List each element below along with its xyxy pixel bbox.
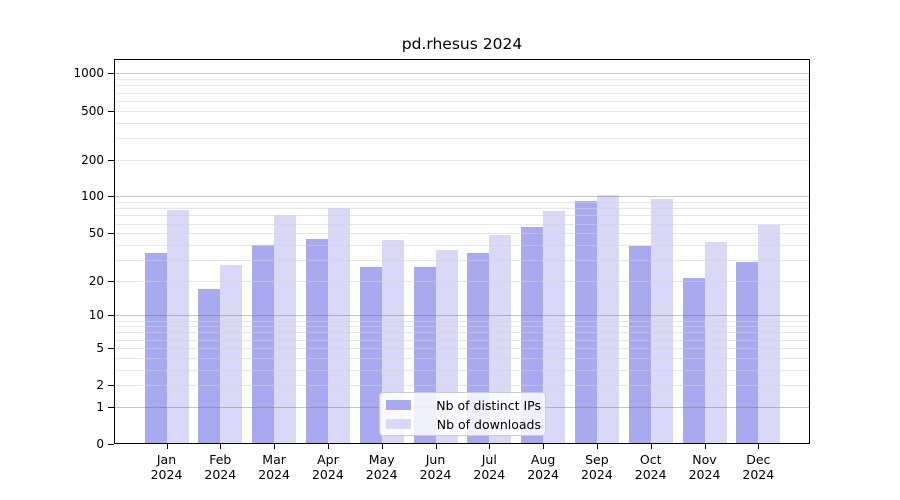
plot-area bbox=[114, 59, 810, 444]
y-tick-50 bbox=[108, 233, 114, 235]
y-tick-label-100: 100 bbox=[81, 189, 104, 204]
x-tick-label-nov: Nov 2024 bbox=[688, 452, 721, 482]
legend-label-distinct-ips: Nb of distinct IPs bbox=[436, 397, 541, 413]
x-tick-label-dec: Dec 2024 bbox=[742, 452, 775, 482]
gridline-minor-800 bbox=[115, 85, 809, 87]
bar-distinct-ips-may bbox=[359, 267, 382, 443]
y-tick-label-1: 1 bbox=[96, 399, 104, 414]
gridline-minor-700 bbox=[115, 92, 809, 94]
x-tick-label-oct: Oct 2024 bbox=[634, 452, 667, 482]
y-tick-label-0: 0 bbox=[96, 437, 104, 451]
x-tick-dec bbox=[758, 444, 760, 449]
y-tick-10 bbox=[108, 315, 114, 317]
x-tick-label-aug: Aug 2024 bbox=[527, 452, 559, 482]
bar-downloads-sep bbox=[596, 194, 619, 443]
gridline-minor-600 bbox=[115, 100, 809, 102]
gridline-minor-30 bbox=[115, 259, 809, 261]
x-tick-label-apr: Apr 2024 bbox=[311, 452, 344, 482]
x-tick-jul bbox=[489, 444, 491, 449]
x-tick-sep bbox=[596, 444, 598, 449]
bar-downloads-mar bbox=[274, 214, 297, 443]
bar-downloads-dec bbox=[758, 225, 781, 443]
bar-distinct-ips-apr bbox=[305, 238, 328, 443]
legend-swatch-downloads bbox=[386, 419, 411, 429]
legend-item-downloads: Nb of downloads bbox=[386, 414, 541, 434]
x-tick-label-jul: Jul 2024 bbox=[473, 452, 506, 482]
x-tick-label-sep: Sep 2024 bbox=[580, 452, 613, 482]
y-tick-label-50: 50 bbox=[88, 226, 104, 241]
gridline-major-100 bbox=[115, 196, 809, 198]
x-tick-feb bbox=[220, 444, 222, 449]
gridline-minor-3 bbox=[115, 369, 809, 371]
y-tick-1000 bbox=[108, 73, 114, 75]
y-tick-5 bbox=[108, 347, 114, 349]
gridline-minor-500 bbox=[115, 110, 809, 112]
gridline-minor-5 bbox=[115, 347, 809, 349]
bar-downloads-aug bbox=[543, 211, 566, 443]
x-tick-apr bbox=[327, 444, 329, 449]
bar-downloads-nov bbox=[704, 242, 727, 443]
x-tick-aug bbox=[543, 444, 545, 449]
y-tick-label-200: 200 bbox=[81, 152, 104, 167]
gridline-minor-200 bbox=[115, 159, 809, 161]
gridline-minor-60 bbox=[115, 223, 809, 225]
bar-distinct-ips-nov bbox=[682, 278, 705, 443]
gridline-minor-70 bbox=[115, 215, 809, 217]
y-tick-label-20: 20 bbox=[88, 273, 104, 288]
y-tick-20 bbox=[108, 280, 114, 282]
bar-distinct-ips-sep bbox=[574, 201, 597, 443]
gridline-major-1000 bbox=[115, 73, 809, 75]
chart-title: pd.rhesus 2024 bbox=[401, 35, 523, 53]
x-tick-label-may: May 2024 bbox=[365, 452, 398, 482]
gridline-minor-40 bbox=[115, 244, 809, 246]
x-tick-label-feb: Feb 2024 bbox=[204, 452, 237, 482]
legend: Nb of distinct IPs Nb of downloads bbox=[379, 392, 546, 436]
gridline-minor-900 bbox=[115, 79, 809, 81]
y-tick-label-5: 5 bbox=[96, 340, 104, 355]
y-tick-label-10: 10 bbox=[88, 308, 104, 323]
y-tick-label-1000: 1000 bbox=[73, 66, 104, 81]
bar-distinct-ips-dec bbox=[736, 261, 759, 443]
x-tick-jun bbox=[435, 444, 437, 449]
x-tick-oct bbox=[650, 444, 652, 449]
bar-downloads-apr bbox=[327, 208, 350, 443]
y-tick-1 bbox=[108, 406, 114, 408]
y-tick-2 bbox=[108, 385, 114, 387]
gridline-minor-4 bbox=[115, 357, 809, 359]
x-tick-nov bbox=[704, 444, 706, 449]
gridline-major-10 bbox=[115, 315, 809, 317]
legend-label-downloads: Nb of downloads bbox=[436, 416, 541, 432]
bar-distinct-ips-feb bbox=[198, 288, 221, 443]
gridline-minor-20 bbox=[115, 280, 809, 282]
x-tick-jan bbox=[166, 444, 168, 449]
y-tick-500 bbox=[108, 110, 114, 112]
gridline-minor-8 bbox=[115, 326, 809, 328]
gridline-minor-50 bbox=[115, 233, 809, 235]
x-tick-label-jan: Jan 2024 bbox=[150, 452, 183, 482]
gridline-minor-300 bbox=[115, 137, 809, 139]
y-tick-label-2: 2 bbox=[96, 378, 104, 393]
legend-swatch-distinct-ips bbox=[386, 400, 411, 410]
gridline-minor-2 bbox=[115, 385, 809, 387]
x-tick-may bbox=[381, 444, 383, 449]
bar-downloads-feb bbox=[220, 265, 243, 443]
y-tick-100 bbox=[108, 196, 114, 198]
gridline-minor-80 bbox=[115, 208, 809, 210]
y-tick-200 bbox=[108, 159, 114, 161]
bar-distinct-ips-oct bbox=[628, 246, 651, 443]
x-tick-label-jun: Jun 2024 bbox=[419, 452, 452, 482]
legend-item-distinct-ips: Nb of distinct IPs bbox=[386, 395, 541, 415]
bar-downloads-jul bbox=[489, 235, 512, 443]
gridline-minor-9 bbox=[115, 320, 809, 322]
gridline-minor-90 bbox=[115, 202, 809, 204]
bar-distinct-ips-mar bbox=[252, 244, 275, 443]
y-tick-label-500: 500 bbox=[81, 103, 104, 118]
x-tick-mar bbox=[274, 444, 276, 449]
gridline-minor-400 bbox=[115, 122, 809, 124]
x-tick-label-mar: Mar 2024 bbox=[258, 452, 290, 482]
gridline-minor-6 bbox=[115, 339, 809, 341]
gridline-minor-7 bbox=[115, 332, 809, 334]
y-tick-0 bbox=[108, 444, 114, 445]
